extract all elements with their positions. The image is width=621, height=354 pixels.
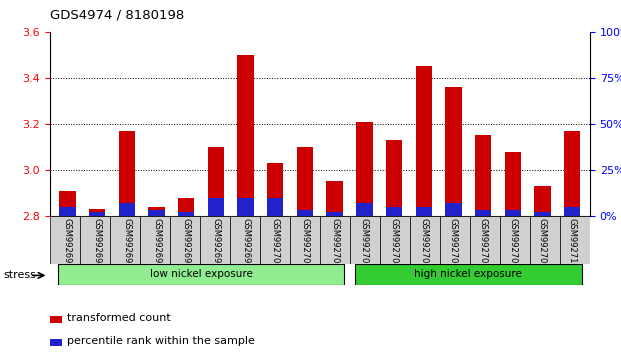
Text: GSM992707: GSM992707 <box>479 218 487 269</box>
Bar <box>79 216 110 264</box>
Bar <box>290 216 320 264</box>
Bar <box>267 198 283 216</box>
Bar <box>415 207 432 216</box>
Text: GSM992705: GSM992705 <box>419 218 428 269</box>
Text: GSM992696: GSM992696 <box>152 218 161 269</box>
Text: percentile rank within the sample: percentile rank within the sample <box>67 336 255 346</box>
Bar <box>170 216 200 264</box>
Text: GDS4974 / 8180198: GDS4974 / 8180198 <box>50 9 184 22</box>
Text: GSM992701: GSM992701 <box>301 218 309 269</box>
Bar <box>505 210 521 216</box>
Text: GSM992695: GSM992695 <box>122 218 132 269</box>
Text: GSM992698: GSM992698 <box>211 218 220 269</box>
Bar <box>505 152 521 216</box>
Bar <box>415 67 432 216</box>
Bar <box>50 339 61 346</box>
Text: GSM992699: GSM992699 <box>241 218 250 269</box>
Bar <box>89 212 106 216</box>
Text: GSM992697: GSM992697 <box>182 218 191 269</box>
Bar <box>470 216 500 264</box>
Bar <box>445 203 461 216</box>
Text: GSM992693: GSM992693 <box>63 218 72 269</box>
Text: GSM992703: GSM992703 <box>360 218 369 269</box>
Bar <box>564 131 580 216</box>
Bar <box>178 198 194 216</box>
Bar <box>119 203 135 216</box>
Bar <box>208 198 224 216</box>
Text: GSM992702: GSM992702 <box>330 218 339 269</box>
Bar <box>200 216 230 264</box>
Bar <box>267 163 283 216</box>
Bar <box>386 207 402 216</box>
Bar <box>327 181 343 216</box>
Bar <box>297 147 313 216</box>
Text: GSM992709: GSM992709 <box>538 218 547 269</box>
Bar <box>445 87 461 216</box>
Bar <box>119 131 135 216</box>
Text: GSM992708: GSM992708 <box>508 218 517 269</box>
Bar <box>327 212 343 216</box>
Bar <box>60 190 76 216</box>
Bar <box>140 216 170 264</box>
Text: GSM992710: GSM992710 <box>568 218 577 269</box>
Bar <box>534 212 551 216</box>
Bar <box>148 210 165 216</box>
Bar <box>500 216 530 264</box>
Bar <box>355 264 582 285</box>
Bar <box>60 207 76 216</box>
Text: high nickel exposure: high nickel exposure <box>414 269 522 279</box>
Bar <box>110 216 140 264</box>
Bar <box>320 216 350 264</box>
Bar <box>386 140 402 216</box>
Bar <box>89 209 106 216</box>
Text: GSM992706: GSM992706 <box>449 218 458 269</box>
Bar <box>380 216 410 264</box>
Bar <box>410 216 440 264</box>
Bar <box>440 216 470 264</box>
Bar <box>237 198 254 216</box>
Bar <box>148 207 165 216</box>
Text: GSM992704: GSM992704 <box>389 218 399 269</box>
Bar <box>178 212 194 216</box>
Bar <box>58 264 344 285</box>
Bar <box>530 216 560 264</box>
Bar <box>237 55 254 216</box>
Bar <box>260 216 290 264</box>
Bar <box>560 216 590 264</box>
Bar <box>50 216 79 264</box>
Text: transformed count: transformed count <box>67 313 171 323</box>
Text: low nickel exposure: low nickel exposure <box>150 269 253 279</box>
Bar <box>356 122 373 216</box>
Bar <box>230 216 260 264</box>
Bar <box>475 210 491 216</box>
Bar <box>534 186 551 216</box>
Text: GSM992694: GSM992694 <box>93 218 102 269</box>
Bar <box>50 316 61 323</box>
Bar <box>208 147 224 216</box>
Bar <box>475 136 491 216</box>
Bar <box>350 216 380 264</box>
Bar <box>297 210 313 216</box>
Bar <box>356 203 373 216</box>
Text: stress: stress <box>3 270 36 280</box>
Bar <box>564 207 580 216</box>
Text: GSM992700: GSM992700 <box>271 218 280 269</box>
